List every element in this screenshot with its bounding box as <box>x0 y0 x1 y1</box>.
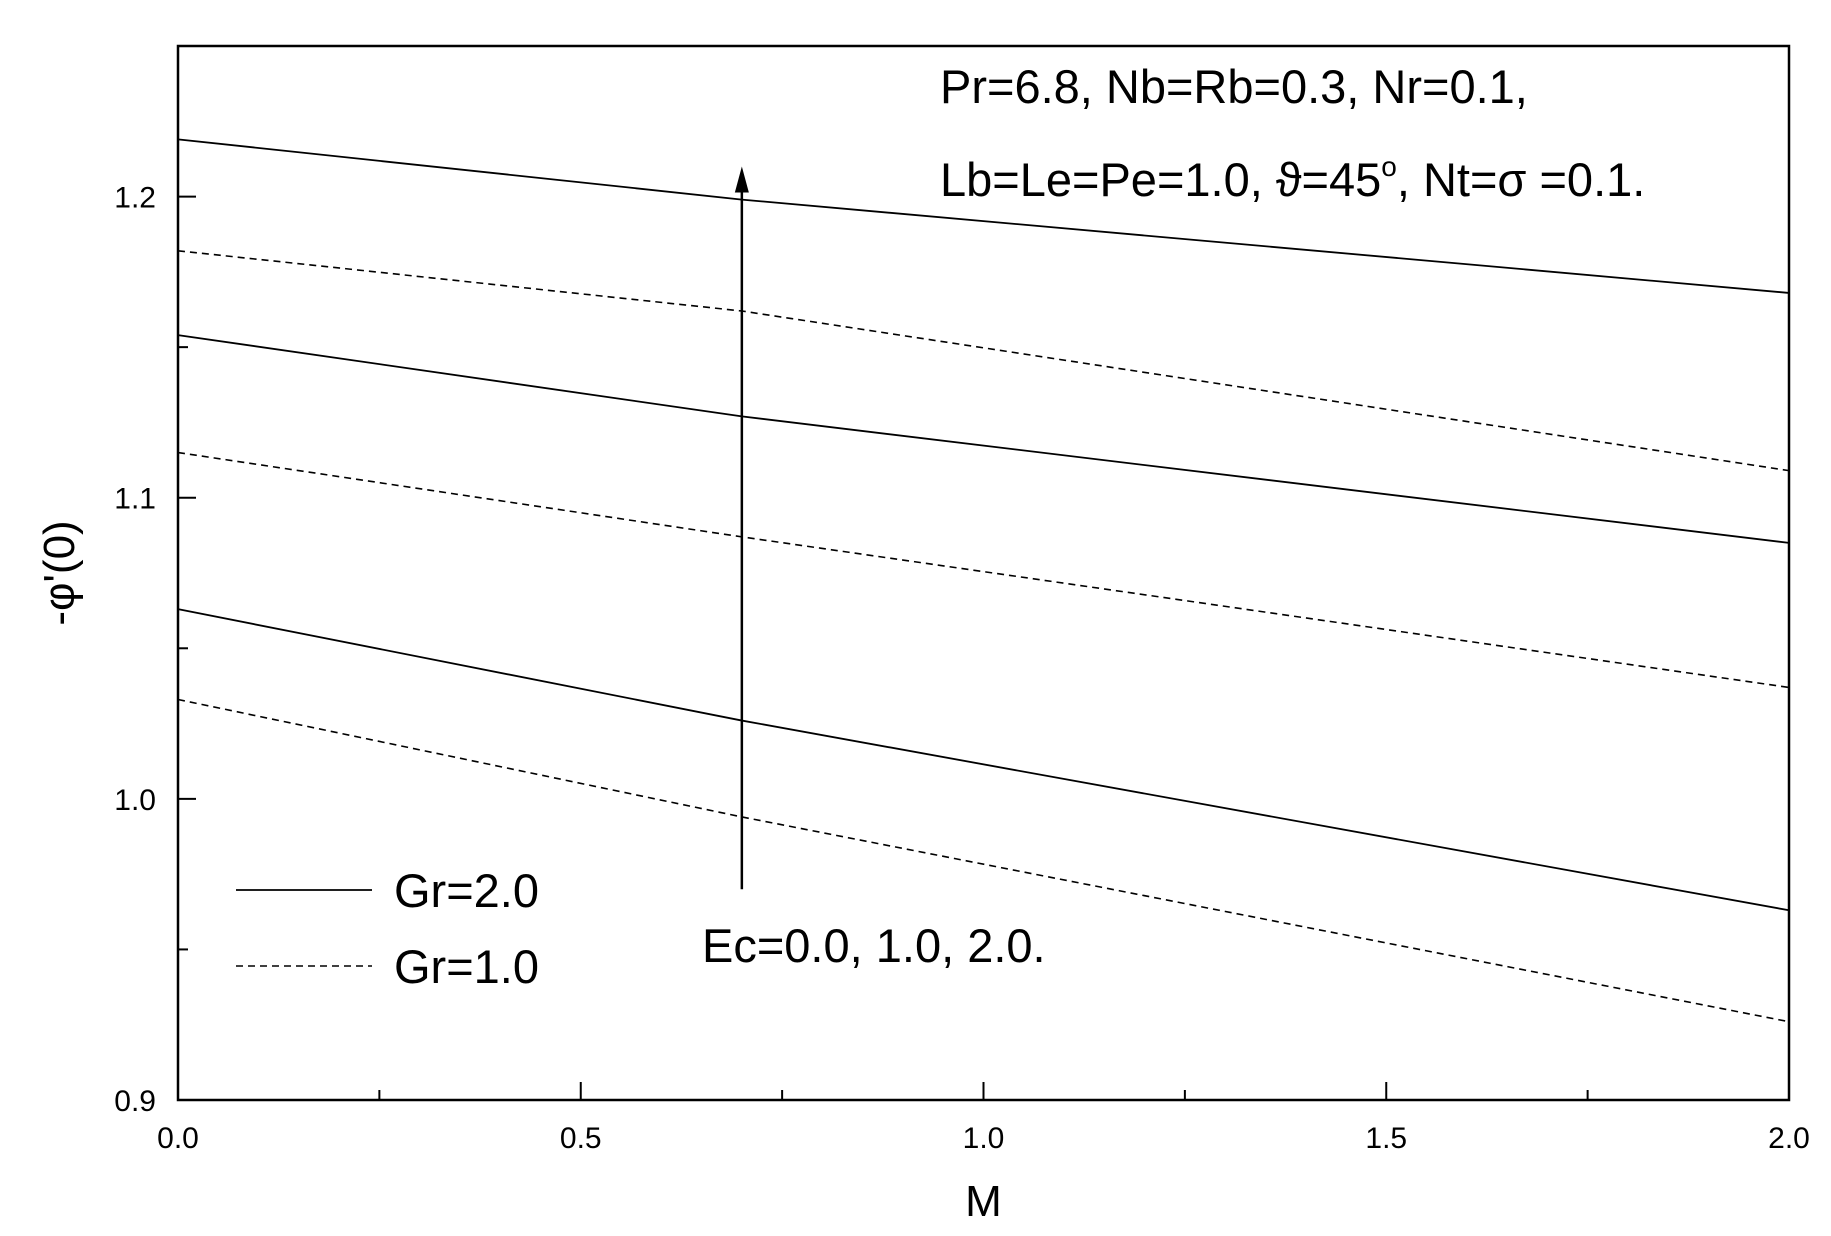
x-tick-label: 0.0 <box>157 1122 199 1155</box>
axis-ticks <box>177 195 1790 1101</box>
x-tick-label: 1.0 <box>963 1122 1005 1155</box>
series-line-gr-1 <box>177 698 1790 1023</box>
y-tick-label: 1.0 <box>114 784 156 817</box>
parameters-line-2-part-b: , Nt=σ =0.1. <box>1397 153 1645 206</box>
legend-label: Gr=2.0 <box>394 864 539 917</box>
parameters-degree-superscript: o <box>1381 151 1397 182</box>
axis-tick-labels: 0.0 0.5 1.0 1.5 2.0 0.9 1.0 1.1 1.2 <box>114 182 1810 1155</box>
y-tick-label: 1.2 <box>114 182 156 215</box>
y-tick-label: 0.9 <box>114 1085 156 1118</box>
parameters-line-2-part-a: Lb=Le=Pe=1.0, ϑ=45 <box>940 153 1381 206</box>
x-tick-label: 1.5 <box>1365 1122 1407 1155</box>
x-tick-label: 0.5 <box>560 1122 602 1155</box>
y-axis-label: -φ'(0) <box>35 520 84 625</box>
legend: Gr=2.0 Gr=1.0 <box>236 864 539 993</box>
arrow-head <box>734 166 749 193</box>
ec-arrow-label: Ec=0.0, 1.0, 2.0. <box>702 919 1046 972</box>
x-axis-label: M <box>965 1177 1002 1226</box>
legend-label: Gr=1.0 <box>394 940 539 993</box>
ec-increase-arrow <box>734 166 749 890</box>
parameters-annotation-line-1: Pr=6.8, Nb=Rb=0.3, Nr=0.1, <box>940 60 1528 113</box>
parameters-annotation-line-2: Lb=Le=Pe=1.0, ϑ=45o, Nt=σ =0.1. <box>940 151 1645 206</box>
x-tick-label: 2.0 <box>1768 1122 1810 1155</box>
y-tick-label: 1.1 <box>114 483 156 516</box>
